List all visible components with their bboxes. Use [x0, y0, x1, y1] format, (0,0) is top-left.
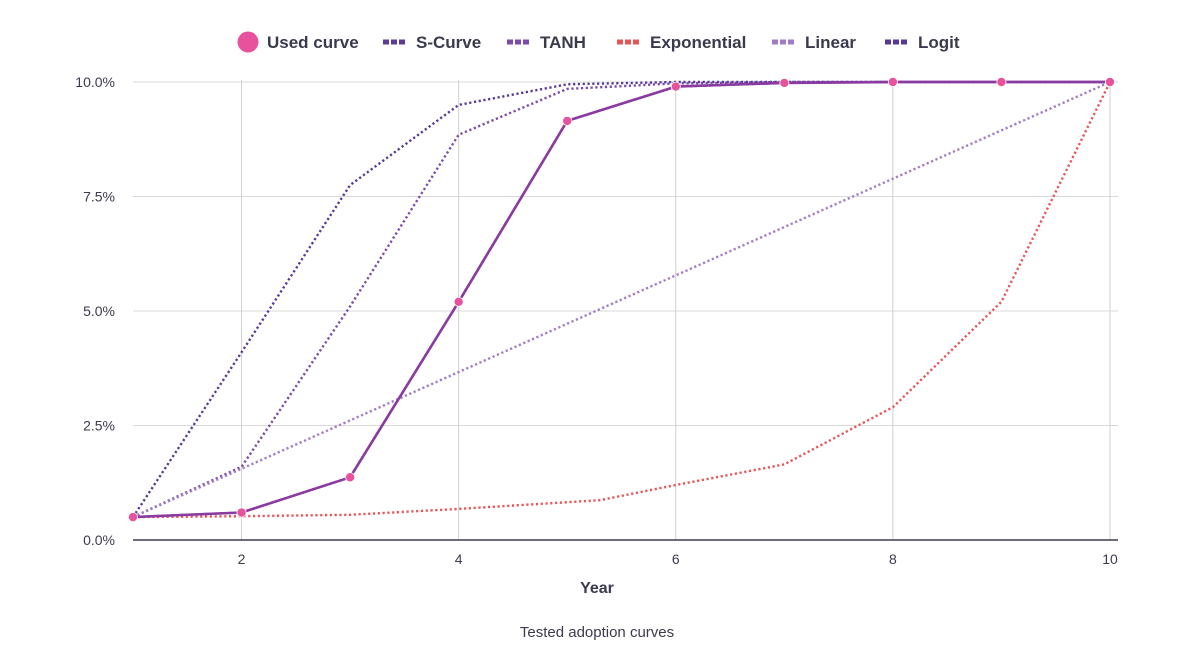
legend-label: S-Curve [416, 33, 481, 52]
legend-item[interactable]: Used curve [237, 31, 359, 53]
legend-label: Logit [918, 33, 960, 52]
series-line-linear [132, 80, 1111, 519]
series-line-logit [131, 80, 1110, 518]
y-tick-label: 2.5% [83, 418, 115, 434]
legend-label: Linear [805, 33, 856, 52]
data-point [562, 115, 573, 126]
legend-marker-dash [772, 39, 778, 45]
legend-marker-dash [383, 39, 389, 45]
legend-marker-dash [515, 39, 521, 45]
data-point [779, 77, 790, 88]
legend-marker-dash [893, 39, 899, 45]
y-tick-label: 5.0% [83, 303, 115, 319]
series-line-used-curve [132, 80, 1110, 519]
axes: 0.0% 2.5% 5.0% 7.5% 10.0% 2 4 6 8 10 [75, 74, 1118, 567]
legend-item[interactable]: Logit [885, 33, 960, 52]
legend-marker-circle [237, 31, 259, 53]
legend-marker-dash [523, 39, 529, 45]
data-point [345, 472, 356, 483]
x-tick-label: 2 [238, 551, 246, 567]
data-point [1105, 77, 1116, 88]
x-tick-label: 10 [1102, 551, 1118, 567]
data-point [887, 77, 898, 88]
data-point [670, 81, 681, 92]
series-markers [127, 77, 1116, 523]
legend-marker-dash [625, 39, 631, 45]
x-tick-label: 4 [455, 551, 463, 567]
legend-label: Used curve [267, 33, 359, 52]
legend-marker-dash [507, 39, 513, 45]
legend-item[interactable]: Exponential [617, 33, 746, 52]
data-point [996, 77, 1007, 88]
legend-item[interactable]: TANH [507, 33, 586, 52]
series-line-exponential [132, 81, 1112, 519]
legend-marker-dash [617, 39, 623, 45]
grid [133, 80, 1118, 540]
data-point [453, 296, 464, 307]
y-tick-label: 10.0% [75, 74, 115, 90]
y-tick-label: 7.5% [83, 189, 115, 205]
legend: Used curve S-Curve TANH Exponential Linear Lo… [237, 31, 960, 53]
legend-marker-dash [391, 39, 397, 45]
data-point [127, 512, 138, 523]
legend-marker-dash [780, 39, 786, 45]
legend-marker-dash [901, 39, 907, 45]
legend-item[interactable]: Linear [772, 33, 856, 52]
y-tick-label: 0.0% [83, 532, 115, 548]
legend-item[interactable]: S-Curve [383, 33, 481, 52]
x-axis-title: Year [580, 580, 614, 597]
legend-marker-dash [633, 39, 639, 45]
x-tick-label: 8 [889, 551, 897, 567]
legend-label: Exponential [650, 33, 746, 52]
series-lines [131, 80, 1112, 519]
data-point [236, 507, 247, 518]
legend-marker-dash [399, 39, 405, 45]
legend-marker-dash [788, 39, 794, 45]
x-tick-label: 6 [672, 551, 680, 567]
legend-marker-dash [885, 39, 891, 45]
legend-label: TANH [540, 33, 586, 52]
chart-caption: Tested adoption curves [520, 624, 674, 641]
